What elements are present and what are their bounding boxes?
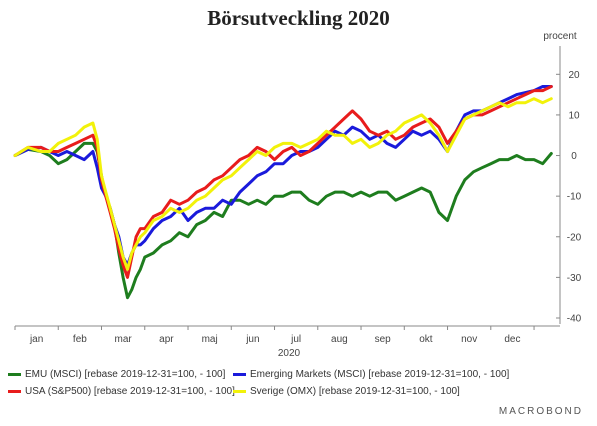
legend-item-sverige: Sverige (OMX) [rebase 2019-12-31=100, - … xyxy=(233,386,460,397)
x-axis-label: 2020 xyxy=(278,348,301,359)
x-tick-label: jan xyxy=(29,334,43,345)
legend-label-sverige: Sverige (OMX) [rebase 2019-12-31=100, - … xyxy=(250,386,460,397)
x-tick-label: jun xyxy=(245,334,259,345)
legend-row-2: USA (S&P500) [rebase 2019-12-31=100, - 1… xyxy=(8,386,568,403)
legend-item-usa: USA (S&P500) [rebase 2019-12-31=100, - 1… xyxy=(8,386,235,397)
legend-swatch-usa xyxy=(8,390,21,393)
y-tick-label: -30 xyxy=(567,273,582,284)
y-tick-label: 0 xyxy=(571,151,577,162)
y-tick-label: -10 xyxy=(567,192,582,203)
legend-item-emerging: Emerging Markets (MSCI) [rebase 2019-12-… xyxy=(233,369,509,380)
y-axis-label: procent xyxy=(543,31,577,42)
x-tick-label: dec xyxy=(504,334,520,345)
x-tick-label: okt xyxy=(419,334,433,345)
x-tick-label: maj xyxy=(202,334,218,345)
brand-logo: MACROBOND xyxy=(498,406,583,417)
series-layer xyxy=(13,85,553,300)
legend-item-emu: EMU (MSCI) [rebase 2019-12-31=100, - 100… xyxy=(8,369,225,380)
legend: EMU (MSCI) [rebase 2019-12-31=100, - 100… xyxy=(8,369,568,403)
legend-label-emerging: Emerging Markets (MSCI) [rebase 2019-12-… xyxy=(250,369,510,380)
legend-swatch-sverige xyxy=(233,390,246,393)
x-tick-label: feb xyxy=(73,334,87,345)
x-tick-label: jul xyxy=(290,334,301,345)
legend-row-1: EMU (MSCI) [rebase 2019-12-31=100, - 100… xyxy=(8,369,568,386)
legend-label-usa: USA (S&P500) [rebase 2019-12-31=100, - 1… xyxy=(25,386,235,397)
chart-title: Börsutveckling 2020 xyxy=(207,6,390,30)
y-tick-label: -40 xyxy=(567,314,582,325)
y-tick-label: 10 xyxy=(568,110,580,121)
x-tick-label: apr xyxy=(159,334,174,345)
x-tick-label: sep xyxy=(375,334,392,345)
x-tick-label: nov xyxy=(461,334,477,345)
chart-plot: -40 -30 -20 -10 0 10 20 jan feb mar apr maj jun jul au… xyxy=(13,31,582,359)
y-tick-label: 20 xyxy=(568,70,580,81)
series-line-3 xyxy=(13,97,553,271)
axis-layer: -40 -30 -20 -10 0 10 20 jan feb mar apr maj jun jul au… xyxy=(14,46,582,345)
legend-label-emu: EMU (MSCI) [rebase 2019-12-31=100, - 100… xyxy=(25,369,226,380)
legend-swatch-emu xyxy=(8,373,21,376)
legend-swatch-emerging xyxy=(233,373,246,376)
x-tick-label: aug xyxy=(331,334,348,345)
y-tick-label: -20 xyxy=(567,232,582,243)
x-tick-label: mar xyxy=(115,334,133,345)
